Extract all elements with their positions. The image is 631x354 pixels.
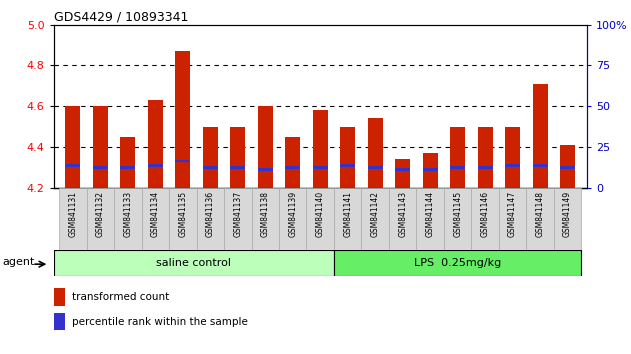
Text: GSM841145: GSM841145 — [453, 191, 462, 237]
Text: GSM841147: GSM841147 — [508, 191, 517, 237]
Bar — [368, 166, 383, 169]
FancyBboxPatch shape — [444, 188, 471, 250]
Bar — [148, 100, 163, 188]
Bar — [257, 168, 273, 171]
FancyBboxPatch shape — [141, 188, 169, 250]
Text: GDS4429 / 10893341: GDS4429 / 10893341 — [54, 11, 188, 24]
Bar — [230, 166, 245, 169]
FancyBboxPatch shape — [389, 188, 416, 250]
Text: GSM841138: GSM841138 — [261, 191, 270, 237]
FancyBboxPatch shape — [59, 188, 86, 250]
Text: transformed count: transformed count — [73, 292, 170, 302]
Bar — [533, 84, 548, 188]
Bar — [340, 164, 355, 166]
Bar — [93, 106, 108, 188]
Text: GSM841140: GSM841140 — [316, 191, 325, 237]
Bar — [368, 118, 383, 188]
Text: GSM841132: GSM841132 — [96, 191, 105, 237]
FancyBboxPatch shape — [114, 188, 141, 250]
Bar — [175, 51, 191, 188]
Bar — [203, 126, 218, 188]
Text: GSM841148: GSM841148 — [536, 191, 545, 237]
Text: GSM841134: GSM841134 — [151, 191, 160, 237]
Bar — [505, 126, 520, 188]
Text: GSM841131: GSM841131 — [68, 191, 78, 237]
Bar — [121, 137, 136, 188]
Bar — [450, 126, 465, 188]
Bar — [257, 106, 273, 188]
Text: GSM841144: GSM841144 — [426, 191, 435, 237]
FancyBboxPatch shape — [526, 188, 554, 250]
Text: GSM841135: GSM841135 — [179, 191, 187, 237]
FancyBboxPatch shape — [169, 188, 196, 250]
Text: GSM841143: GSM841143 — [398, 191, 407, 237]
Bar — [505, 164, 520, 166]
Bar — [313, 110, 327, 188]
FancyBboxPatch shape — [54, 250, 334, 275]
Bar — [313, 166, 327, 169]
Text: saline control: saline control — [156, 258, 232, 268]
Text: GSM841139: GSM841139 — [288, 191, 297, 237]
Text: GSM841137: GSM841137 — [233, 191, 242, 237]
FancyBboxPatch shape — [416, 188, 444, 250]
Bar — [66, 106, 80, 188]
Bar — [533, 164, 548, 166]
Bar — [148, 164, 163, 166]
Bar — [285, 137, 300, 188]
Bar — [340, 126, 355, 188]
Bar — [478, 166, 493, 169]
Bar — [560, 145, 575, 188]
Text: GSM841146: GSM841146 — [481, 191, 490, 237]
Bar — [285, 166, 300, 169]
FancyBboxPatch shape — [307, 188, 334, 250]
Text: LPS  0.25mg/kg: LPS 0.25mg/kg — [414, 258, 501, 268]
Text: GSM841149: GSM841149 — [563, 191, 572, 237]
Text: GSM841142: GSM841142 — [370, 191, 380, 237]
FancyBboxPatch shape — [279, 188, 307, 250]
Text: GSM841133: GSM841133 — [123, 191, 133, 237]
Text: percentile rank within the sample: percentile rank within the sample — [73, 317, 248, 327]
Bar — [54, 288, 66, 306]
FancyBboxPatch shape — [499, 188, 526, 250]
FancyBboxPatch shape — [334, 188, 362, 250]
Bar — [121, 166, 136, 169]
Text: agent: agent — [3, 257, 35, 267]
FancyBboxPatch shape — [196, 188, 224, 250]
Bar — [478, 126, 493, 188]
Bar — [66, 164, 80, 166]
FancyBboxPatch shape — [362, 188, 389, 250]
FancyBboxPatch shape — [554, 188, 581, 250]
Bar — [175, 160, 191, 162]
Bar — [395, 168, 410, 171]
Bar — [203, 166, 218, 169]
Bar — [423, 153, 438, 188]
FancyBboxPatch shape — [334, 250, 581, 275]
FancyBboxPatch shape — [86, 188, 114, 250]
Bar — [54, 313, 66, 330]
Text: GSM841136: GSM841136 — [206, 191, 215, 237]
FancyBboxPatch shape — [252, 188, 279, 250]
Bar — [93, 166, 108, 169]
Bar — [423, 168, 438, 171]
Bar — [450, 166, 465, 169]
Bar — [395, 159, 410, 188]
FancyBboxPatch shape — [471, 188, 499, 250]
Bar — [560, 166, 575, 169]
Bar — [230, 126, 245, 188]
Text: GSM841141: GSM841141 — [343, 191, 352, 237]
FancyBboxPatch shape — [224, 188, 252, 250]
